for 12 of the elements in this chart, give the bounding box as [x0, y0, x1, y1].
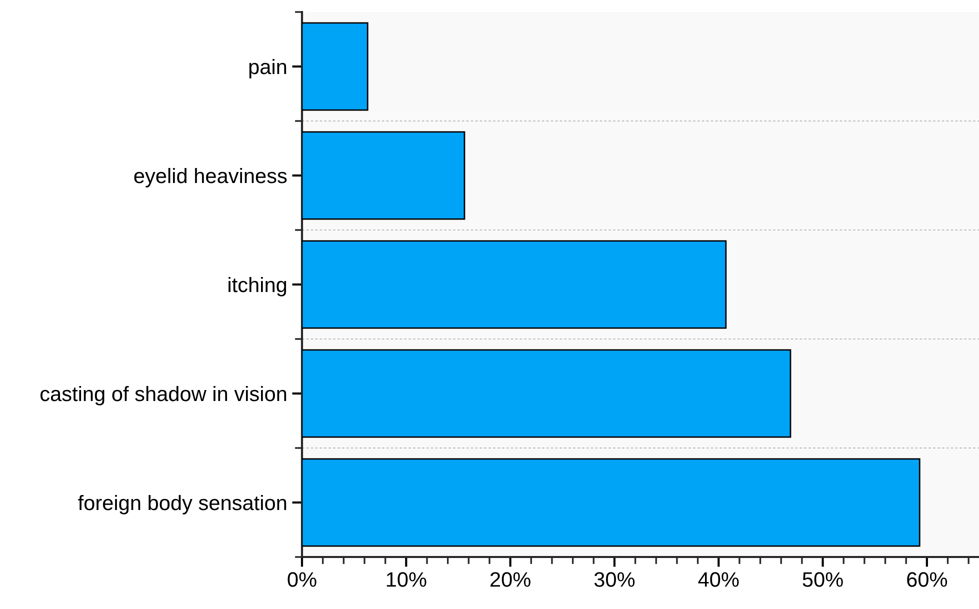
y-tick-label: casting of shadow in vision — [40, 386, 286, 406]
y-tick-label: eyelid heaviness — [134, 168, 287, 188]
y-tick-label: itching — [228, 276, 286, 296]
x-tick-label: 20% — [490, 572, 530, 587]
x-tick-label: 30% — [594, 572, 635, 587]
x-tick-label: 50% — [802, 572, 843, 587]
y-tick-label: pain — [249, 58, 286, 78]
x-tick-label: 0% — [288, 572, 316, 587]
x-tick-label: 10% — [386, 572, 426, 587]
x-tick-label: 60% — [907, 572, 948, 587]
y-tick-label: foreign body sensation — [78, 494, 286, 514]
x-tick-label: 40% — [698, 572, 739, 587]
